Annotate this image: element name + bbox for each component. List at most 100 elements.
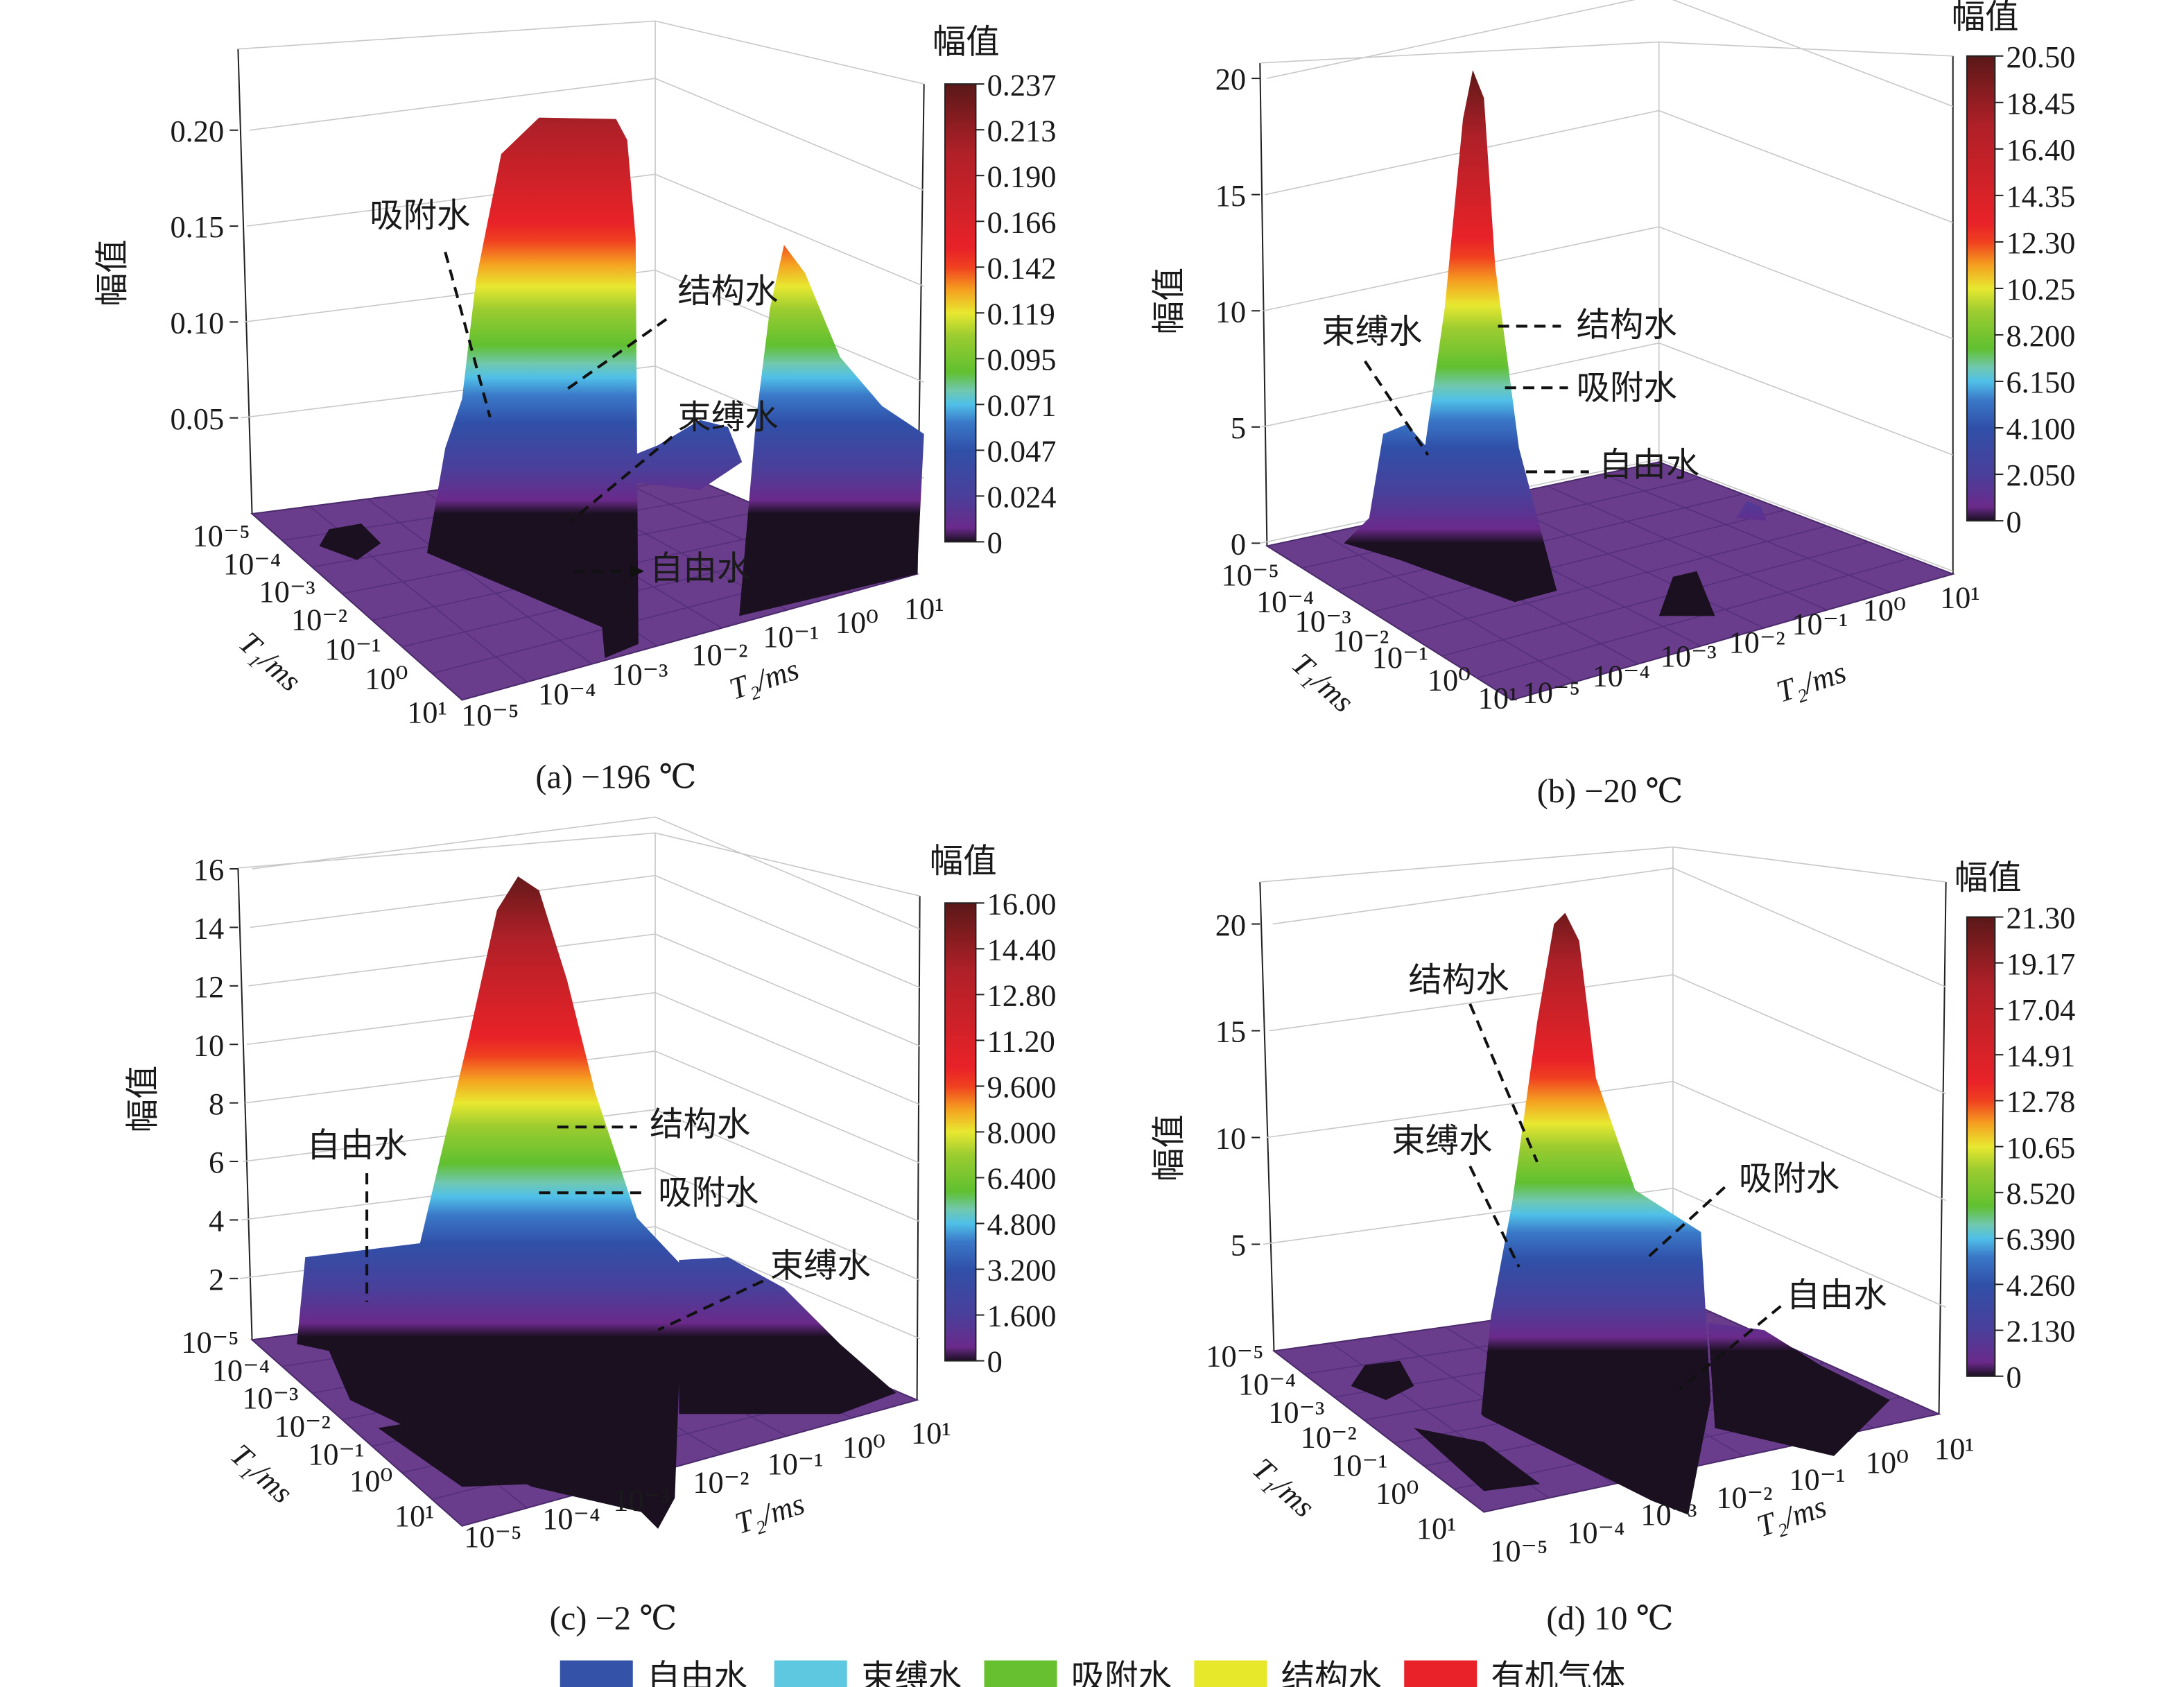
surface-peak [297, 876, 684, 1529]
floor-grid-line [1602, 473, 1891, 593]
colorbar-tick-label: 17.04 [2006, 992, 2075, 1027]
t2-tick-label: 10⁻¹ [1792, 607, 1848, 641]
colorbar-tick-label: 18.45 [2006, 86, 2075, 121]
surface-peak [1708, 1323, 1890, 1456]
annotation-label: 自由水 [1786, 1276, 1887, 1315]
right-edge [916, 896, 921, 1401]
surface-peak [739, 245, 924, 616]
z-axis-label: 幅值 [1150, 268, 1188, 335]
floor-grid-line [1371, 509, 1785, 613]
t1-tick-label: 10⁻² [275, 1409, 331, 1444]
legend-swatch [984, 1660, 1057, 1687]
t1-tick-label: 10⁻³ [242, 1381, 298, 1415]
t2-tick-label: 10⁻⁵ [461, 698, 519, 732]
grid-line [250, 874, 920, 989]
colorbar-tick-label: 9.600 [987, 1070, 1057, 1105]
t2-tick-label: 10⁻² [691, 637, 747, 672]
annotation-leader-line [566, 318, 668, 390]
grid-line [1272, 867, 1946, 988]
z-tick-label: 15 [1215, 178, 1246, 213]
annotation-label: 束缚水 [770, 1246, 871, 1285]
colorbar-tick-label: 0.095 [987, 342, 1057, 377]
grid-line [243, 1109, 920, 1222]
top-edge [1260, 41, 1953, 64]
annotation-label: 结构水 [1577, 306, 1677, 345]
colorbar [1966, 55, 1996, 522]
colorbar-tick-label: 19.17 [2006, 946, 2075, 981]
panel-caption: (b) −20 ℃ [1537, 773, 1683, 810]
colorbar-tick-label: 0 [2006, 1360, 2021, 1394]
colorbar-tick-label: 0.071 [987, 388, 1057, 422]
z-tick-label: 0.20 [170, 114, 224, 148]
z-axis-line [237, 49, 253, 514]
colorbar-tick-label: 0.142 [987, 250, 1057, 285]
z-axis-line [237, 867, 253, 1340]
legend-label: 束缚水 [861, 1658, 962, 1687]
annotation-label: 束缚水 [677, 398, 778, 437]
colorbar-tick-label: 0.237 [987, 67, 1057, 102]
grid-line [252, 816, 920, 930]
t1-tick-label: 10⁻⁴ [1256, 584, 1314, 618]
annotation-leader-line [570, 435, 673, 522]
colorbar-tick-label: 6.390 [2006, 1222, 2075, 1256]
colorbar [944, 83, 977, 543]
legend-swatch [1194, 1660, 1267, 1687]
colorbar-tick-label: 0.213 [987, 113, 1057, 148]
t1-tick-label: 10⁻⁵ [1221, 557, 1279, 592]
top-edge [1260, 846, 1946, 883]
colorbar-tick-label: 8.000 [987, 1116, 1057, 1150]
colorbar-tick-label: 11.20 [987, 1024, 1055, 1059]
t1-tick-label: 10¹ [1478, 681, 1518, 716]
colorbar-tick-label: 3.200 [987, 1253, 1057, 1288]
t1-axis-label: T₁/ms [1246, 1451, 1321, 1524]
colorbar-tick-label: 0 [987, 526, 1003, 560]
z-tick-label: 5 [1231, 1228, 1246, 1263]
t1-tick-label: 10⁻¹ [324, 632, 381, 666]
annotation-leader-line [1468, 1003, 1539, 1163]
legend-item: 结构水 [1194, 1658, 1382, 1687]
t1-tick-label: 10⁻¹ [1372, 640, 1428, 675]
legend: 自由水 束缚水 吸附水 结构水 有机气体 [560, 1658, 1625, 1687]
panel-caption: (a) −196 ℃ [535, 759, 696, 796]
t2-tick-label: 10⁻² [693, 1464, 749, 1499]
floor-grid-line [1546, 485, 1828, 611]
t1-tick-label: 10⁻³ [259, 574, 315, 609]
surface-chart-a: 0.050.100.150.20幅值10⁻⁵10⁻⁴10⁻³10⁻²10⁻¹10… [93, 20, 1057, 796]
annotation-label: 自由水 [306, 1126, 407, 1165]
colorbar-tick-label: 0.166 [987, 205, 1057, 239]
t1-tick-label: 10⁰ [1376, 1476, 1419, 1510]
t2-tick-label: 10¹ [1934, 1431, 1975, 1466]
legend-label: 结构水 [1281, 1658, 1382, 1687]
colorbar-tick-label: 12.30 [2006, 225, 2075, 260]
t2-tick-label: 10⁻² [1716, 1480, 1772, 1515]
annotation-label: 吸附水 [1739, 1159, 1839, 1198]
arrow-head-icon [630, 564, 644, 578]
colorbar-title: 幅值 [1955, 858, 2022, 897]
colorbar-tick-label: 4.260 [2006, 1268, 2075, 1302]
z-axis-label: 幅值 [1150, 1114, 1188, 1182]
t1-tick-label: 10⁻¹ [308, 1437, 364, 1471]
annotation-leader-line [1679, 1305, 1782, 1390]
colorbar-tick-label: 10.25 [2006, 272, 2075, 306]
t2-tick-label: 10⁻⁵ [1490, 1533, 1548, 1568]
t2-tick-label: 10⁻⁴ [1567, 1515, 1624, 1550]
colorbar-tick-label: 6.400 [987, 1161, 1057, 1196]
colorbar-tick-label: 14.91 [2006, 1038, 2075, 1073]
annotation-label: 结构水 [677, 272, 778, 311]
surface-peak [1414, 1428, 1541, 1491]
t1-tick-label: 10⁰ [1428, 662, 1471, 697]
annotation-label: 自由水 [650, 549, 750, 588]
colorbar-tick-label: 1.600 [987, 1299, 1057, 1333]
t1-tick-label: 10⁻⁴ [1238, 1367, 1296, 1401]
t2-tick-label: 10¹ [904, 591, 944, 625]
colorbar-tick-label: 12.78 [2006, 1084, 2075, 1119]
colorbar-tick-label: 14.40 [987, 932, 1057, 967]
t1-tick-label: 10⁻⁵ [181, 1324, 239, 1359]
annotation-label: 结构水 [650, 1105, 750, 1143]
panel-caption: (d) 10 ℃ [1546, 1600, 1673, 1637]
t1-tick-label: 10⁻⁵ [1206, 1339, 1263, 1374]
t2-tick-label: 10⁰ [842, 1430, 885, 1464]
z-axis-line [1259, 881, 1275, 1351]
